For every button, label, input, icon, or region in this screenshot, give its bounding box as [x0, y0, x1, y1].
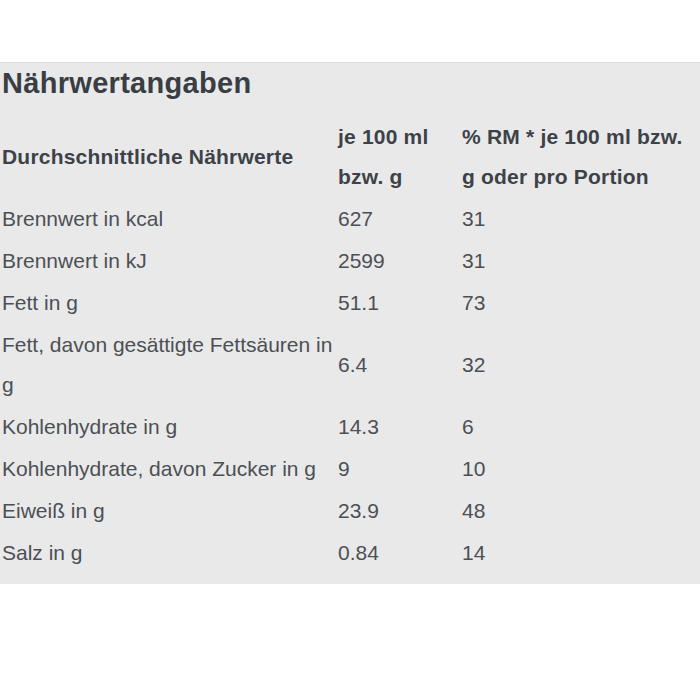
nutrient-label: Brennwert in kcal [2, 198, 338, 240]
table-header-row: Durchschnittliche Nährwerte je 100 ml bz… [2, 116, 696, 198]
table-row: Salz in g 0.84 14 [2, 532, 696, 574]
per-100-value: 51.1 [338, 282, 462, 324]
per-100-value: 6.4 [338, 324, 462, 406]
per-100-value: 23.9 [338, 490, 462, 532]
rm-percent-value: 48 [462, 490, 696, 532]
table-row: Brennwert in kJ 2599 31 [2, 240, 696, 282]
nutrition-title: Nährwertangaben [2, 66, 696, 101]
table-row: Kohlenhydrate in g 14.3 6 [2, 406, 696, 448]
column-header-per-100: je 100 ml bzw. g [338, 116, 462, 198]
per-100-value: 14.3 [338, 406, 462, 448]
table-row: Fett, davon gesättigte Fettsäuren in g 6… [2, 324, 696, 406]
rm-percent-value: 32 [462, 324, 696, 406]
per-100-value: 627 [338, 198, 462, 240]
rm-percent-value: 6 [462, 406, 696, 448]
rm-percent-value: 31 [462, 240, 696, 282]
per-100-value: 2599 [338, 240, 462, 282]
table-row: Kohlenhydrate, davon Zucker in g 9 10 [2, 448, 696, 490]
table-row: Brennwert in kcal 627 31 [2, 198, 696, 240]
nutrient-label: Kohlenhydrate in g [2, 406, 338, 448]
per-100-value: 9 [338, 448, 462, 490]
nutrient-label: Brennwert in kJ [2, 240, 338, 282]
nutrient-label: Fett in g [2, 282, 338, 324]
rm-percent-value: 10 [462, 448, 696, 490]
column-header-rm-percent: % RM * je 100 ml bzw. g oder pro Portion [462, 116, 696, 198]
nutrient-label: Fett, davon gesättigte Fettsäuren in g [2, 324, 338, 406]
nutrition-facts-panel: Nährwertangaben Durchschnittliche Nährwe… [0, 62, 700, 584]
per-100-value: 0.84 [338, 532, 462, 574]
rm-percent-value: 31 [462, 198, 696, 240]
table-row: Eiweiß in g 23.9 48 [2, 490, 696, 532]
column-header-nutrient: Durchschnittliche Nährwerte [2, 116, 338, 198]
page: Nährwertangaben Durchschnittliche Nährwe… [0, 0, 700, 700]
rm-percent-value: 14 [462, 532, 696, 574]
nutrient-label: Eiweiß in g [2, 490, 338, 532]
nutrient-label: Kohlenhydrate, davon Zucker in g [2, 448, 338, 490]
nutrient-label: Salz in g [2, 532, 338, 574]
table-row: Fett in g 51.1 73 [2, 282, 696, 324]
nutrition-table: Durchschnittliche Nährwerte je 100 ml bz… [2, 116, 696, 574]
rm-percent-value: 73 [462, 282, 696, 324]
